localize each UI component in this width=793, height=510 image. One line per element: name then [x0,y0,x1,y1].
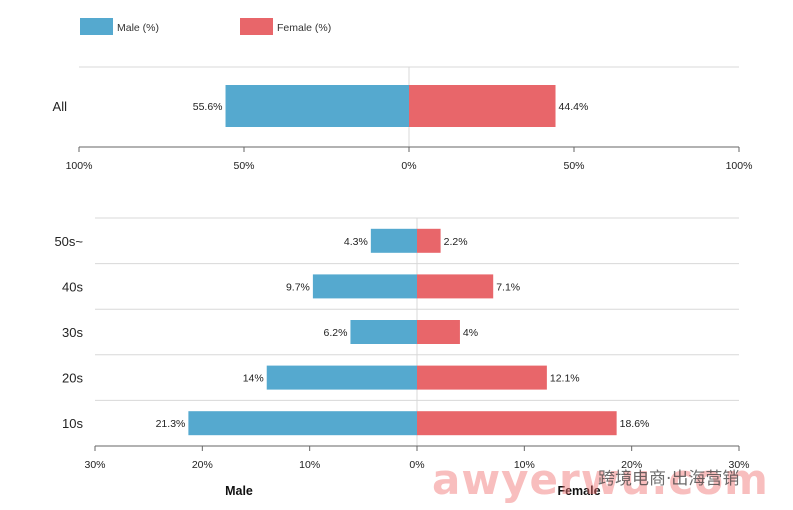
x-tick-label: 20% [192,459,213,471]
category-label: 40s [62,279,83,294]
bar-female [417,411,617,436]
bar-female [417,365,547,390]
legend-swatch [80,18,113,35]
bar-male [312,274,417,299]
category-label: 30s [62,325,83,340]
data-label-female: 2.2% [444,236,468,248]
x-tick-label: 0% [401,160,416,172]
watermark-subtext: 跨境电商·出海营销 [598,469,740,489]
x-tick-label: 50% [233,160,254,172]
x-tick-label: 100% [66,160,93,172]
data-label-male: 6.2% [324,327,348,339]
x-tick-label: 50% [563,160,584,172]
x-tick-label: 100% [726,160,753,172]
axis-title-female: Female [557,484,600,498]
x-tick-label: 30% [728,459,749,471]
bar-male [188,411,417,436]
bar-male [225,85,409,127]
category-label: 20s [62,371,83,386]
category-label: 50s~ [54,234,83,249]
legend-swatch [240,18,273,35]
category-label: 10s [62,416,83,431]
bar-male [266,365,417,390]
bar-female [409,85,556,127]
data-label-female: 44.4% [559,101,589,113]
legend-label: Female (%) [277,22,331,34]
watermark-text: awyerwu.com [432,455,769,504]
data-label-male: 4.3% [344,236,368,248]
bar-female [417,320,460,344]
data-label-male: 9.7% [286,281,310,293]
bar-female [417,274,494,299]
x-tick-label: 20% [621,459,642,471]
x-tick-label: 10% [514,459,535,471]
category-label: All [53,99,68,114]
x-tick-label: 30% [84,459,105,471]
data-label-male: 14% [243,373,264,385]
data-label-male: 55.6% [193,101,223,113]
data-label-female: 12.1% [550,373,580,385]
data-label-female: 18.6% [620,418,650,430]
axis-title-male: Male [225,484,253,498]
bar-female [417,228,441,253]
data-label-female: 4% [463,327,478,339]
data-label-female: 7.1% [496,281,520,293]
legend-label: Male (%) [117,22,159,34]
data-label-male: 21.3% [156,418,186,430]
x-tick-label: 10% [299,459,320,471]
bar-male [370,228,417,253]
x-tick-label: 0% [409,459,424,471]
bar-male [350,320,417,344]
